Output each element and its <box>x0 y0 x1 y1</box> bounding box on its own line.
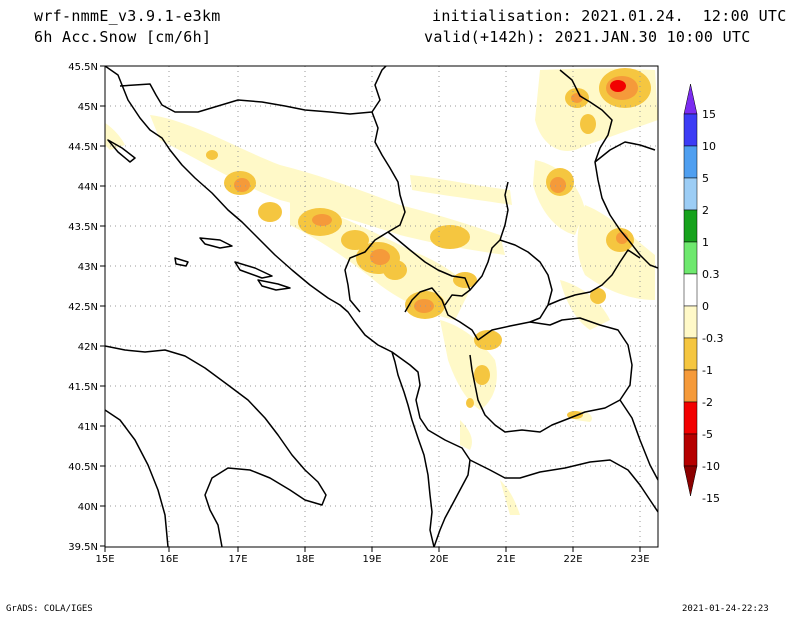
lat-label: 41.5N <box>68 382 98 393</box>
lon-label: 19E <box>362 554 381 565</box>
valid-time: valid(+142h): 2021.JAN.30 10:00 UTC <box>424 28 751 46</box>
lat-label: 39.5N <box>68 542 98 553</box>
lon-label: 21E <box>496 554 515 565</box>
lat-label: 40.5N <box>68 462 98 473</box>
lon-label: 20E <box>429 554 448 565</box>
variable-title: 6h Acc.Snow [cm/6h] <box>34 28 212 46</box>
colorbar-swatch <box>683 145 698 179</box>
lon-label: 17E <box>228 554 247 565</box>
colorbar-label: -1 <box>702 364 713 377</box>
coastlines-borders <box>105 66 658 547</box>
init-time: initialisation: 2021.01.24. 12:00 UTC <box>432 7 787 25</box>
lat-label: 44.5N <box>68 142 98 153</box>
lat-label: 45N <box>78 102 98 113</box>
colorbar: 15 10 5 2 1 0.3 0 -0.3 -1 -2 -5 -10 -15 <box>683 83 723 505</box>
lon-label: 16E <box>159 554 178 565</box>
colorbar-label: 1 <box>702 236 709 249</box>
colorbar-swatch <box>683 113 698 147</box>
colorbar-swatch <box>683 209 698 243</box>
lat-label: 45.5N <box>68 62 98 73</box>
lat-label: 42.5N <box>68 302 98 313</box>
footer-credit: GrADS: COLA/IGES <box>6 604 93 614</box>
colorbar-swatch <box>683 273 698 307</box>
colorbar-label: 5 <box>702 172 709 185</box>
grid-lines <box>105 66 658 547</box>
colorbar-label: 0 <box>702 300 709 313</box>
colorbar-swatch <box>683 401 698 435</box>
lat-label: 42N <box>78 342 98 353</box>
lon-label: 15E <box>95 554 114 565</box>
model-title: wrf-nmmE_v3.9.1-e3km <box>34 7 221 25</box>
footer-timestamp: 2021-01-24-22:23 <box>682 604 769 614</box>
colorbar-swatch <box>683 433 698 467</box>
colorbar-label: -2 <box>702 396 713 409</box>
lon-label: 18E <box>295 554 314 565</box>
colorbar-swatch <box>683 177 698 211</box>
colorbar-label: -15 <box>702 492 720 505</box>
colorbar-label: -10 <box>702 460 720 473</box>
colorbar-label: -0.3 <box>702 332 723 345</box>
colorbar-arrow-bottom <box>683 465 698 497</box>
colorbar-swatch <box>683 305 698 339</box>
colorbar-label: 10 <box>702 140 716 153</box>
lat-label: 43.5N <box>68 222 98 233</box>
lat-label: 44N <box>78 182 98 193</box>
colorbar-arrow-top <box>683 83 698 115</box>
lat-label: 41N <box>78 422 98 433</box>
colorbar-swatch <box>683 241 698 275</box>
colorbar-label: 15 <box>702 108 716 121</box>
snow-field <box>105 68 658 515</box>
colorbar-swatch <box>683 369 698 403</box>
lon-label: 23E <box>630 554 649 565</box>
lat-label: 43N <box>78 262 98 273</box>
colorbar-label: 0.3 <box>702 268 720 281</box>
lon-label: 22E <box>563 554 582 565</box>
colorbar-label: -5 <box>702 428 713 441</box>
lat-label: 40N <box>78 502 98 513</box>
colorbar-swatch <box>683 337 698 371</box>
colorbar-label: 2 <box>702 204 709 217</box>
